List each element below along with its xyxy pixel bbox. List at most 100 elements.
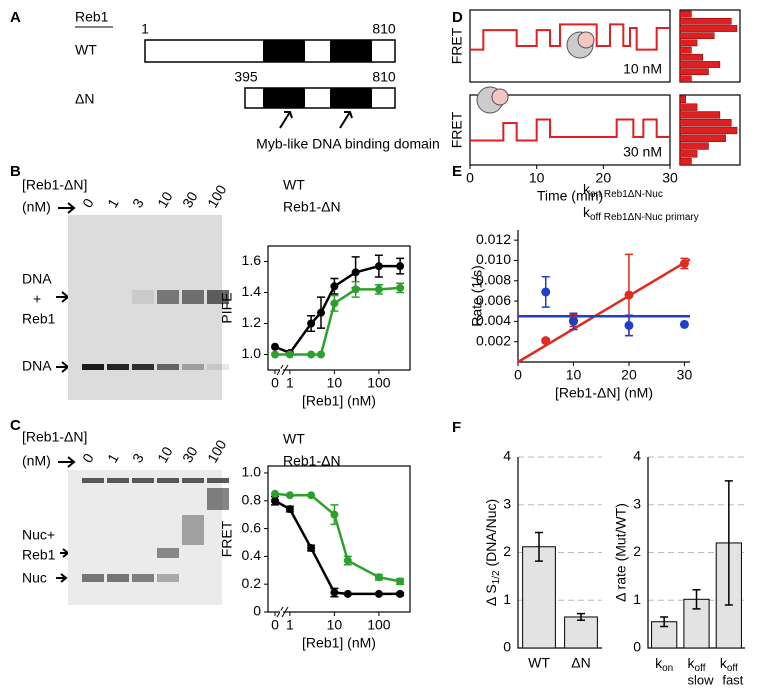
band-label: Nuc+	[22, 527, 55, 543]
residue-label: 1	[141, 21, 149, 37]
gel-band	[157, 548, 179, 558]
band-label: +	[33, 291, 41, 307]
gel-unit: (nM)	[22, 453, 51, 469]
lane-label: 10	[154, 189, 176, 211]
text-part: off	[727, 663, 738, 674]
protein-name: Reb1	[75, 9, 109, 25]
data-point	[396, 589, 405, 598]
text-part: on Reb1ΔN-Nuc	[590, 189, 663, 200]
x-tick-label: 100	[367, 375, 391, 391]
x-tick-label: 1	[286, 375, 294, 391]
legend-label: kon Reb1ΔN-Nuc	[583, 181, 663, 200]
x-axis-label: [Reb1] (nM)	[302, 393, 376, 409]
panel-label: B	[10, 163, 21, 180]
axes	[647, 457, 745, 649]
x-tick-label: koff	[720, 655, 738, 674]
x-tick-label: 30	[677, 367, 693, 383]
histogram-bar	[679, 39, 698, 47]
annotation: 10 nM	[623, 61, 662, 77]
histogram-bar	[679, 134, 726, 142]
text-part: k	[583, 181, 591, 197]
plot-frame	[267, 245, 411, 371]
y-tick-label: 0.010	[476, 251, 511, 267]
arrow	[279, 111, 353, 129]
y-tick-label: 1.0	[242, 464, 262, 480]
lane-label: 100	[204, 437, 230, 465]
x-tick-label: 0	[271, 617, 279, 633]
y-tick-label: 3	[633, 495, 641, 511]
data-point	[307, 544, 316, 553]
construct-label: ΔN	[75, 91, 94, 107]
gel-band	[182, 290, 204, 304]
myb-domain	[330, 40, 372, 62]
legend-label: Reb1-ΔN	[283, 453, 341, 469]
y-tick-label: 0.008	[476, 271, 511, 287]
panel-label: D	[452, 9, 463, 26]
y-axis-label: Δ S1/2 (DNA/Nuc)	[483, 499, 502, 606]
lane-label: 0	[79, 195, 97, 210]
data-point	[316, 308, 325, 317]
plot-frame	[469, 94, 671, 166]
gel-band	[132, 364, 154, 370]
axis-break-gap	[280, 610, 283, 614]
data-point	[271, 342, 279, 351]
text-part: k	[688, 655, 696, 671]
data-point	[285, 491, 294, 500]
y-axis-label: Δ rate (Mut/WT)	[613, 503, 629, 602]
gel-band	[182, 364, 204, 370]
panel-label: A	[10, 9, 21, 26]
y-tick-label: 3	[503, 495, 511, 511]
gel-band	[157, 290, 179, 304]
y-axis-label: Rate (1/s)	[469, 265, 485, 326]
bar	[564, 616, 598, 649]
data-point	[396, 577, 405, 586]
gel-title: [Reb1-ΔN]	[22, 429, 87, 445]
error-bar	[535, 531, 543, 562]
histogram-bar	[679, 111, 721, 119]
gel-band	[107, 574, 129, 582]
x-tick-label: 10	[327, 617, 343, 633]
text-part: k	[655, 655, 663, 671]
data-point	[271, 496, 279, 505]
gel-title: [Reb1-ΔN]	[22, 177, 87, 193]
data-point	[307, 491, 316, 500]
annotation: 30 nM	[623, 144, 662, 160]
y-tick-label: 0.2	[242, 575, 262, 591]
y-tick-label: 1.2	[242, 314, 262, 330]
text-part: (DNA/Nuc)	[483, 499, 499, 571]
text-part: k	[720, 655, 728, 671]
text-part: on	[662, 663, 673, 674]
x-axis-label: [Reb1] (nM)	[302, 635, 376, 651]
y-tick-label: 4	[633, 448, 641, 464]
x-tick-label: koff	[688, 655, 706, 674]
x-tick-label: 1	[286, 617, 294, 633]
reb1-icon	[491, 88, 509, 106]
legend-label: Reb1-ΔN	[283, 199, 341, 215]
histogram-bar	[679, 61, 721, 68]
error-bar	[660, 616, 669, 628]
data-point	[316, 350, 325, 359]
gel-band	[132, 574, 154, 582]
histogram-bar	[679, 75, 692, 83]
gel-band	[182, 515, 204, 545]
text-part: k	[583, 204, 591, 220]
y-tick-label: 0	[633, 639, 641, 655]
data-point	[343, 589, 352, 598]
panel-label: F	[452, 419, 461, 436]
gel-well	[132, 478, 154, 483]
lane-label: 3	[129, 450, 147, 465]
gel-band	[107, 364, 129, 370]
error-bar	[724, 480, 733, 606]
histogram-bar	[679, 103, 698, 111]
residue-label: 810	[372, 21, 396, 37]
gel-band	[207, 364, 229, 370]
y-tick-label: 1.4	[242, 283, 262, 299]
x-tick-label: 20	[621, 367, 637, 383]
gel-band	[157, 364, 179, 370]
band-label: DNA	[22, 271, 52, 287]
x-tick-label: 100	[367, 617, 391, 633]
x-axis-label: [Reb1-ΔN] (nM)	[555, 385, 653, 401]
text-part: Δ S	[483, 584, 499, 606]
data-point	[541, 336, 551, 346]
y-tick-label: 0.4	[242, 547, 262, 563]
